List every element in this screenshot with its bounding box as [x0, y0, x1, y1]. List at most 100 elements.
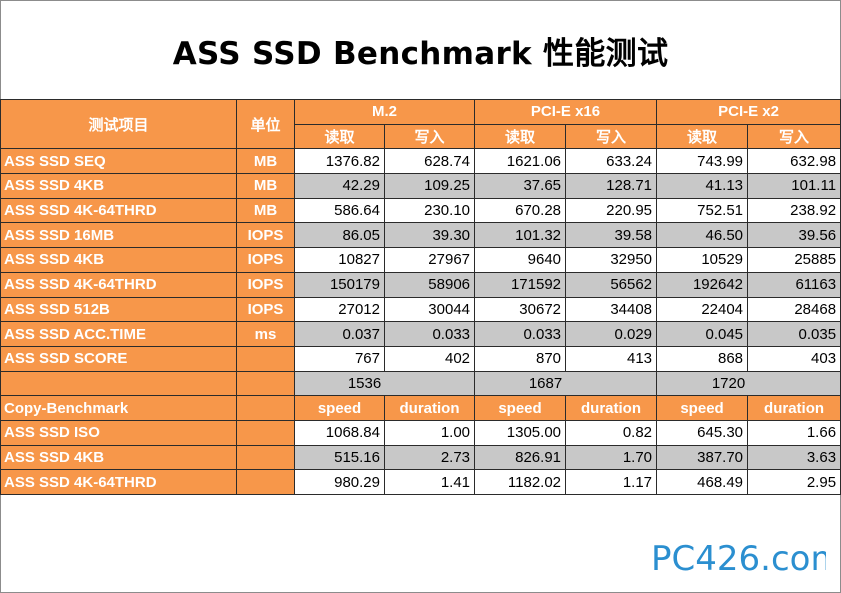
value-cell: 109.25	[383, 173, 476, 199]
header-read: 读取	[474, 123, 567, 150]
value-cell: 25885	[747, 247, 841, 273]
value-cell: 1.41	[383, 469, 476, 495]
row-unit: IOPS	[236, 247, 295, 273]
value-cell: 192642	[656, 271, 749, 298]
value-cell: 752.51	[656, 197, 749, 224]
total-score: 1720	[656, 370, 841, 397]
table-row: ASS SSD 512B IOPS 27012 30044 30672 3440…	[0, 296, 841, 323]
row-label: ASS SSD 4K-64THRD	[0, 469, 237, 495]
value-cell: 1305.00	[474, 419, 567, 446]
value-cell: 0.82	[565, 419, 658, 446]
value-cell: 171592	[474, 271, 567, 298]
page-title: ASS SSD Benchmark 性能测试	[172, 36, 669, 72]
value-cell: 1621.06	[474, 148, 567, 175]
table-row: ASS SSD ACC.TIME ms 0.037 0.033 0.033 0.…	[0, 321, 841, 347]
value-cell: 645.30	[656, 419, 749, 446]
logo-text: PC426.com	[651, 539, 826, 577]
row-label: ASS SSD ACC.TIME	[0, 321, 237, 347]
row-label: ASS SSD 4K-64THRD	[0, 197, 237, 224]
row-label: ASS SSD 512B	[0, 296, 237, 323]
total-unit-blank	[236, 370, 295, 397]
value-cell: 39.58	[565, 222, 658, 249]
value-cell: 86.05	[294, 222, 385, 249]
header-duration: duration	[565, 395, 658, 421]
value-cell: 0.037	[294, 321, 385, 347]
value-cell: 3.63	[747, 444, 841, 471]
header-speed: speed	[474, 395, 567, 421]
value-cell: 586.64	[294, 197, 385, 224]
row-unit	[236, 469, 295, 495]
value-cell: 128.71	[565, 173, 658, 199]
value-cell: 10529	[656, 247, 749, 273]
value-cell: 30672	[474, 296, 567, 323]
value-cell: 402	[383, 345, 476, 372]
value-cell: 32950	[565, 247, 658, 273]
value-cell: 41.13	[656, 173, 749, 199]
value-cell: 767	[294, 345, 385, 372]
header-speed: speed	[656, 395, 749, 421]
value-cell: 1.17	[565, 469, 658, 495]
row-unit: MB	[236, 173, 295, 199]
total-score: 1687	[474, 370, 658, 397]
table-row: ASS SSD SCORE 767 402 870 413 868 403	[0, 345, 841, 372]
row-unit: MB	[236, 197, 295, 224]
header-group: M.2	[293, 99, 476, 125]
header-read: 读取	[294, 123, 385, 150]
value-cell: 0.029	[565, 321, 658, 347]
value-cell: 1.70	[565, 444, 658, 471]
table-row: ASS SSD 4KB IOPS 10827 27967 9640 32950 …	[0, 247, 841, 273]
table-row: ASS SSD 4K-64THRD MB 586.64 230.10 670.2…	[0, 197, 841, 224]
value-cell: 2.73	[383, 444, 476, 471]
value-cell: 56562	[565, 271, 658, 298]
value-cell: 2.95	[747, 469, 841, 495]
table-row: ASS SSD 4K-64THRD IOPS 150179 58906 1715…	[0, 271, 841, 298]
value-cell: 868	[656, 345, 749, 372]
value-cell: 230.10	[383, 197, 476, 224]
value-cell: 37.65	[474, 173, 567, 199]
value-cell: 633.24	[565, 148, 658, 175]
value-cell: 1.00	[383, 419, 476, 446]
row-label: ASS SSD 4K-64THRD	[0, 271, 237, 298]
value-cell: 22404	[656, 296, 749, 323]
value-cell: 238.92	[747, 197, 841, 224]
value-cell: 42.29	[294, 173, 385, 199]
copy-unit-blank	[236, 395, 295, 421]
value-cell: 150179	[294, 271, 385, 298]
header-read: 读取	[656, 123, 749, 150]
row-unit: MB	[236, 148, 295, 175]
value-cell: 403	[747, 345, 841, 372]
row-unit: IOPS	[236, 271, 295, 298]
row-unit	[236, 444, 295, 471]
value-cell: 30044	[383, 296, 476, 323]
value-cell: 220.95	[565, 197, 658, 224]
header-item: 测试项目	[0, 98, 237, 150]
value-cell: 1.66	[747, 419, 841, 446]
table-row: ASS SSD 4KB MB 42.29 109.25 37.65 128.71…	[0, 173, 841, 199]
header-duration: duration	[383, 395, 476, 421]
row-label: ASS SSD ISO	[0, 419, 237, 446]
row-label: ASS SSD 4KB	[0, 173, 237, 199]
copy-header-row: Copy-Benchmark speed duration speed dura…	[0, 395, 841, 421]
header-write: 写入	[565, 123, 658, 150]
value-cell: 9640	[474, 247, 567, 273]
row-label: ASS SSD 4KB	[0, 444, 237, 471]
header-write: 写入	[747, 123, 841, 150]
header-write: 写入	[383, 123, 476, 150]
value-cell: 61163	[747, 271, 841, 298]
row-unit	[236, 345, 295, 372]
value-cell: 468.49	[656, 469, 749, 495]
value-cell: 1068.84	[294, 419, 385, 446]
table-row: ASS SSD SEQ MB 1376.82 628.74 1621.06 63…	[0, 148, 841, 175]
value-cell: 0.033	[474, 321, 567, 347]
value-cell: 10827	[294, 247, 385, 273]
benchmark-table: 测试项目 单位 M.2 PCI-E x16 PCI-E x2 读取 写入 读取 …	[0, 98, 841, 495]
value-cell: 101.11	[747, 173, 841, 199]
value-cell: 58906	[383, 271, 476, 298]
value-cell: 826.91	[474, 444, 567, 471]
row-label: ASS SSD SCORE	[0, 345, 237, 372]
header-speed: speed	[294, 395, 385, 421]
value-cell: 101.32	[474, 222, 567, 249]
value-cell: 670.28	[474, 197, 567, 224]
value-cell: 39.56	[747, 222, 841, 249]
value-cell: 46.50	[656, 222, 749, 249]
